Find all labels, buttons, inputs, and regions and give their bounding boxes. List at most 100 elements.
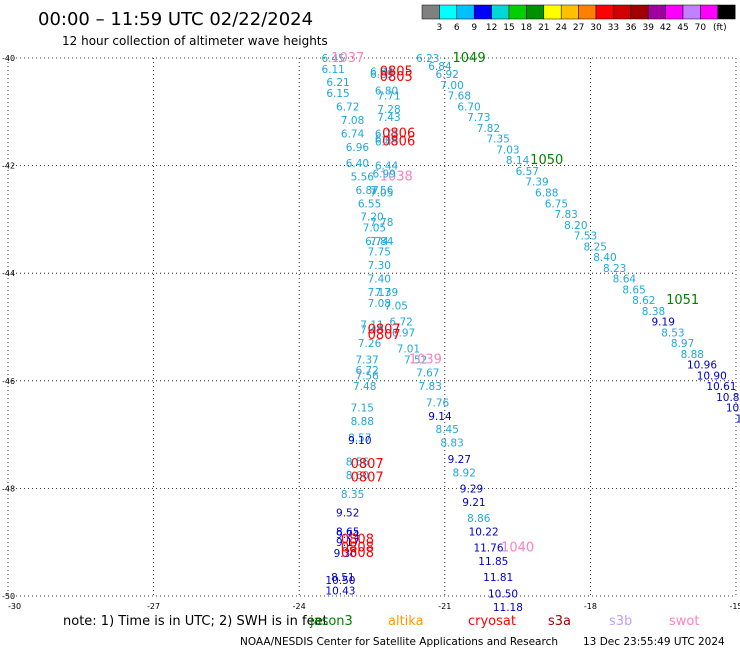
- colorbar-label: 27: [573, 23, 584, 33]
- colorbar-label: 3: [437, 23, 443, 33]
- colorbar-label: 36: [625, 23, 637, 33]
- wave-height-label: 11.76: [473, 543, 503, 555]
- wave-height-label: 9.27: [448, 454, 471, 466]
- wave-height-label: 7.43: [377, 112, 400, 124]
- wave-height-label: 8.97: [671, 338, 694, 350]
- wave-height-label: 8.83: [440, 438, 463, 450]
- colorbar-cell: [665, 4, 684, 20]
- pass-id-label: 1050: [530, 153, 563, 168]
- wave-height-label: 8.53: [661, 327, 684, 339]
- y-tick-label: -42: [2, 162, 15, 171]
- wave-height-label: 6.40: [346, 158, 369, 170]
- wave-height-label: 7.39: [525, 177, 548, 189]
- y-tick-label: -46: [2, 377, 15, 386]
- wave-height-label: 7.53: [574, 231, 597, 243]
- wave-height-label: 6.92: [436, 69, 459, 81]
- colorbar-cell: [700, 4, 719, 20]
- wave-height-label: 7.43: [360, 325, 383, 337]
- wave-height-label: 6.88: [535, 188, 558, 200]
- wave-height-label: 7.11: [360, 319, 383, 331]
- wave-height-label: 8.57: [348, 432, 371, 444]
- colorbar-cell: [613, 4, 632, 20]
- wave-height-label: 9.52: [336, 508, 359, 520]
- pass-id-label: 0807: [368, 328, 401, 343]
- colorbar-cell: [473, 4, 492, 20]
- wave-height-label: 6.97: [392, 327, 415, 339]
- wave-height-label: 6.72: [389, 317, 412, 329]
- wave-height-label: 7.30: [368, 260, 391, 272]
- pass-id-label: 1039: [409, 352, 442, 367]
- wave-height-label: 9.17: [336, 537, 359, 549]
- colorbar-label: 45: [677, 23, 688, 33]
- wave-height-label: 7.48: [353, 381, 376, 393]
- wave-height-label: 6.21: [326, 77, 349, 89]
- footer-credit: NOAA/NESDIS Center for Satellite Applica…: [240, 636, 558, 648]
- wave-height-label: 8.20: [564, 220, 587, 232]
- color-scale-legend: 3 6 9 12 15 18 21 24 27 30 33 36 39 42 45 70 (ft): [421, 4, 736, 33]
- pass-id-label: 0805: [380, 70, 413, 85]
- colorbar-cell: [491, 4, 510, 20]
- wave-height-label: 6.44: [375, 161, 399, 173]
- x-tick-label: -15: [729, 602, 740, 611]
- pass-id-label: 0806: [382, 126, 415, 141]
- wave-height-label: 6.70: [457, 101, 480, 113]
- pass-id-label: 0808: [341, 546, 374, 561]
- x-tick-label: -30: [8, 602, 21, 611]
- y-axis-ticks: -40 -42 -44 -46 -48 -50: [2, 54, 15, 601]
- wave-height-label: 6.73: [375, 128, 398, 140]
- wave-height-label: 7.39: [375, 287, 398, 299]
- pass-id-label: 1038: [380, 169, 413, 184]
- colorbar-cell: [560, 4, 579, 20]
- wave-height-label: 9.21: [462, 497, 485, 509]
- pass-id-label: 1051: [666, 293, 699, 308]
- wave-height-label: 6.55: [358, 198, 381, 210]
- x-axis-ticks: -30 -27 -24 -21 -18 -15: [8, 602, 740, 611]
- wave-height-label: 10.50: [488, 588, 518, 600]
- wave-height-label: 7.40: [368, 274, 391, 286]
- wave-height-label: 10.90: [697, 370, 727, 382]
- wave-height-label: 7.28: [377, 104, 400, 116]
- colorbar-label: 42: [660, 23, 671, 33]
- wave-height-label: 10.22: [469, 526, 499, 538]
- footer-timestamp: 13 Dec 23:55:49 UTC 2024: [583, 636, 725, 648]
- wave-height-label: 8.38: [642, 306, 665, 318]
- pass-id-label: 1037: [331, 51, 364, 66]
- wave-height-label: 8.40: [593, 252, 616, 264]
- wave-height-label: 6.45: [375, 136, 398, 148]
- colorbar-label: 6: [454, 23, 460, 33]
- y-tick-label: -40: [2, 54, 15, 63]
- pass-id-label: 1049: [453, 51, 486, 66]
- wave-height-label: 7.52: [404, 354, 427, 366]
- mission-label-swot: swot: [669, 614, 699, 629]
- wave-height-label: 8.88: [351, 416, 374, 428]
- wave-height-label: 9.19: [652, 317, 675, 329]
- wave-height-label: 7.05: [363, 222, 386, 234]
- x-tick-label: -24: [293, 602, 306, 611]
- wave-height-label: 7.75: [368, 247, 391, 259]
- colorbar-cell: [543, 4, 562, 20]
- y-tick-label: -50: [2, 592, 15, 601]
- colorbar-cell: [630, 4, 649, 20]
- wave-height-label: 6.57: [516, 166, 539, 178]
- colorbar-label: 30: [590, 23, 602, 33]
- colorbar-cell: [595, 4, 614, 20]
- colorbar-label: 33: [608, 23, 619, 33]
- data-labels: 6.4510376.116.216.156.727.086.746.966.40…: [321, 51, 740, 614]
- colorbar-cell: [439, 4, 458, 20]
- wave-height-label: 6.75: [545, 198, 568, 210]
- wave-height-label: 6.45: [321, 53, 344, 65]
- chart-title: 00:00 – 11:59 UTC 02/22/2024: [38, 9, 313, 30]
- colorbar-cell: [578, 4, 597, 20]
- wave-height-label: 10.87: [716, 392, 740, 404]
- colorbar-label: 9: [471, 23, 477, 33]
- x-tick-label: -27: [147, 602, 160, 611]
- wave-height-label: 7.20: [360, 212, 383, 224]
- wave-height-label: 6.11: [321, 64, 344, 76]
- wave-height-label: 7.05: [385, 300, 408, 312]
- wave-height-label: 7.08: [341, 115, 364, 127]
- wave-height-label: 7.67: [416, 368, 439, 380]
- colorbar-cell: [647, 4, 666, 20]
- pass-id-label: 1040: [501, 541, 534, 556]
- wave-height-label: 11.81: [483, 572, 513, 584]
- pass-id-label: 0808: [341, 533, 374, 548]
